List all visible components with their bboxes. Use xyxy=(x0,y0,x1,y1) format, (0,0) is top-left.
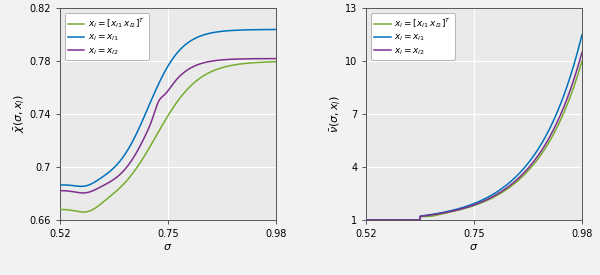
$x_l = x_{l1}$ xyxy=(578,33,586,36)
$x_l = x_{l2}$ xyxy=(401,218,408,222)
Line: $x_l = [x_{l1}\; x_{l2}]^T$: $x_l = [x_{l1}\; x_{l2}]^T$ xyxy=(60,62,276,212)
$x_l = x_{l2}$ xyxy=(362,218,370,222)
$x_l = x_{l1}$ xyxy=(401,218,408,222)
$x_l = x_{l1}$ xyxy=(77,185,85,188)
$x_l = [x_{l1}\; x_{l2}]^T$ xyxy=(219,66,226,69)
$x_l = x_{l1}$ xyxy=(154,84,161,87)
$x_l = x_{l1}$ xyxy=(95,178,102,181)
Legend: $x_l = [x_{l1}\; x_{l2}]^T$, $x_l = x_{l1}$, $x_l = x_{l2}$: $x_l = [x_{l1}\; x_{l2}]^T$, $x_l = x_{l… xyxy=(65,13,149,60)
$x_l = [x_{l1}\; x_{l2}]^T$ xyxy=(112,190,119,193)
$x_l = x_{l2}$ xyxy=(507,183,514,187)
$x_l = [x_{l1}\; x_{l2}]^T$ xyxy=(525,169,532,172)
$x_l = x_{l1}$ xyxy=(418,214,425,218)
$x_l = [x_{l1}\; x_{l2}]^T$ xyxy=(507,185,514,188)
$x_l = x_{l1}$ xyxy=(272,28,280,31)
$x_l = [x_{l1}\; x_{l2}]^T$ xyxy=(184,87,191,91)
$x_l = [x_{l1}\; x_{l2}]^T$ xyxy=(401,218,408,222)
$x_l = x_{l2}$ xyxy=(219,58,226,62)
$x_l = [x_{l1}\; x_{l2}]^T$ xyxy=(578,60,586,63)
Line: $x_l = x_{l1}$: $x_l = x_{l1}$ xyxy=(60,29,276,186)
$x_l = x_{l1}$ xyxy=(460,205,467,209)
$x_l = x_{l2}$ xyxy=(56,189,64,192)
X-axis label: $\sigma$: $\sigma$ xyxy=(163,242,173,252)
Line: $x_l = x_{l2}$: $x_l = x_{l2}$ xyxy=(366,52,582,220)
$x_l = x_{l1}$ xyxy=(184,42,191,45)
Line: $x_l = x_{l2}$: $x_l = x_{l2}$ xyxy=(60,59,276,193)
$x_l = x_{l2}$ xyxy=(525,166,532,169)
Line: $x_l = x_{l1}$: $x_l = x_{l1}$ xyxy=(366,35,582,220)
$x_l = x_{l1}$ xyxy=(201,33,208,36)
$x_l = x_{l1}$ xyxy=(56,183,64,186)
$x_l = x_{l2}$ xyxy=(460,207,467,210)
$x_l = [x_{l1}\; x_{l2}]^T$ xyxy=(272,60,280,63)
$x_l = [x_{l1}\; x_{l2}]^T$ xyxy=(56,208,64,211)
$x_l = [x_{l1}\; x_{l2}]^T$ xyxy=(154,131,161,134)
$x_l = x_{l2}$ xyxy=(79,191,86,195)
$x_l = [x_{l1}\; x_{l2}]^T$ xyxy=(490,196,497,199)
$x_l = [x_{l1}\; x_{l2}]^T$ xyxy=(362,218,370,222)
$x_l = x_{l1}$ xyxy=(112,164,119,167)
$x_l = x_{l2}$ xyxy=(418,214,425,218)
$x_l = x_{l1}$ xyxy=(490,192,497,196)
$x_l = [x_{l1}\; x_{l2}]^T$ xyxy=(418,215,425,218)
$x_l = x_{l2}$ xyxy=(95,186,102,190)
$x_l = x_{l1}$ xyxy=(507,180,514,183)
X-axis label: $\sigma$: $\sigma$ xyxy=(469,242,479,252)
$x_l = x_{l2}$ xyxy=(184,68,191,72)
$x_l = [x_{l1}\; x_{l2}]^T$ xyxy=(460,207,467,210)
$x_l = [x_{l1}\; x_{l2}]^T$ xyxy=(95,204,102,207)
$x_l = x_{l2}$ xyxy=(490,195,497,198)
$x_l = [x_{l1}\; x_{l2}]^T$ xyxy=(201,74,208,77)
Legend: $x_l = [x_{l1}\; x_{l2}]^T$, $x_l = x_{l1}$, $x_l = x_{l2}$: $x_l = [x_{l1}\; x_{l2}]^T$, $x_l = x_{l… xyxy=(371,13,455,60)
$x_l = x_{l1}$ xyxy=(219,30,226,33)
$x_l = x_{l1}$ xyxy=(525,161,532,164)
Y-axis label: $\bar{\chi}(\sigma, x_l)$: $\bar{\chi}(\sigma, x_l)$ xyxy=(13,95,26,133)
$x_l = [x_{l1}\; x_{l2}]^T$ xyxy=(80,210,87,214)
$x_l = x_{l1}$ xyxy=(362,218,370,222)
$x_l = x_{l2}$ xyxy=(201,61,208,64)
$x_l = x_{l2}$ xyxy=(112,176,119,180)
$x_l = x_{l2}$ xyxy=(578,51,586,54)
$x_l = x_{l2}$ xyxy=(154,101,161,104)
$x_l = x_{l2}$ xyxy=(272,57,280,60)
Line: $x_l = [x_{l1}\; x_{l2}]^T$: $x_l = [x_{l1}\; x_{l2}]^T$ xyxy=(366,61,582,220)
Y-axis label: $\bar{\nu}(\sigma, x_l)$: $\bar{\nu}(\sigma, x_l)$ xyxy=(328,95,342,133)
